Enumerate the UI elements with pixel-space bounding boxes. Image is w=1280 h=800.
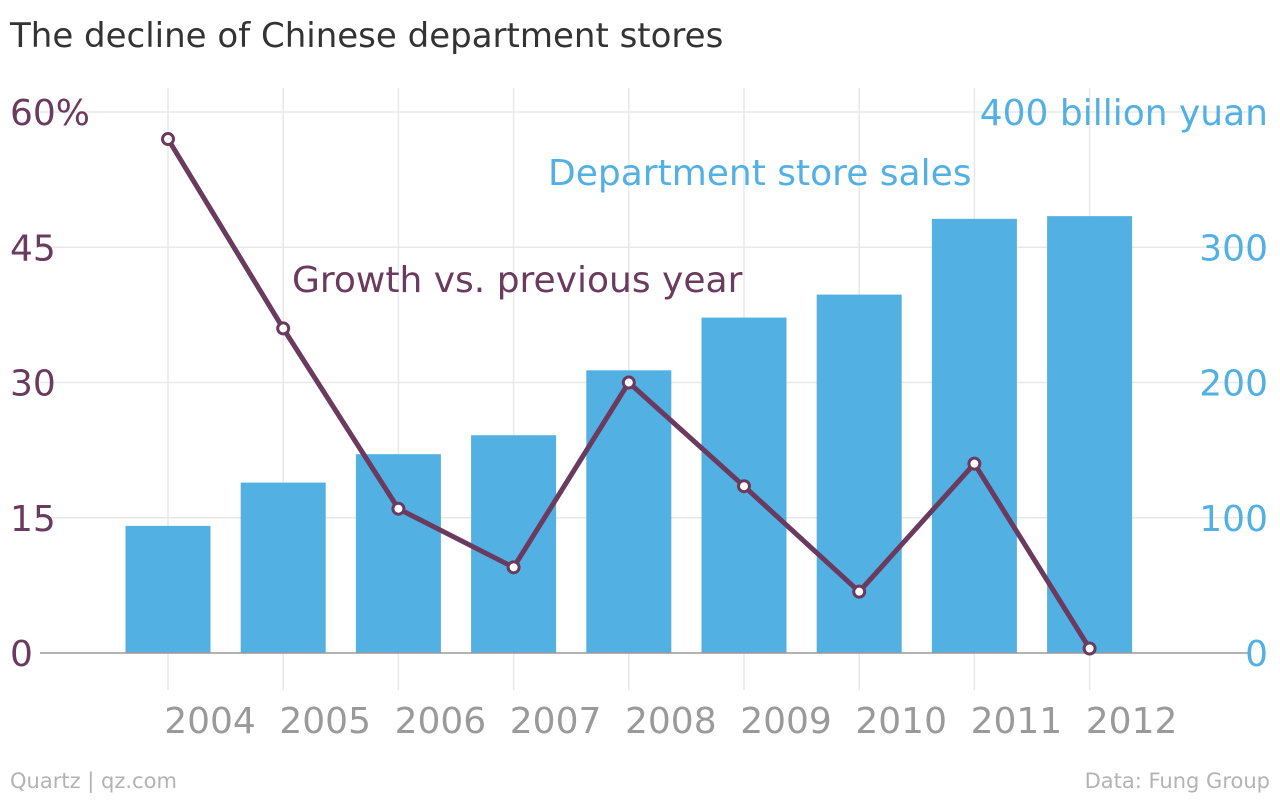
growth-point-2008 <box>621 375 636 390</box>
annotation-growth-vs-previous-year: Growth vs. previous year <box>292 260 743 301</box>
left-axis-tick-label: 45 <box>10 228 56 269</box>
bar-sales-2008 <box>586 370 672 653</box>
right-axis-tick-label: 0 <box>1245 634 1268 675</box>
growth-point-2009 <box>737 479 751 494</box>
left-axis-tick-label: 15 <box>10 499 56 540</box>
right-axis-tick-label: 400 billion yuan <box>980 93 1268 134</box>
growth-point-2007 <box>506 560 521 575</box>
right-axis-tick-label: 200 <box>1199 364 1268 405</box>
bar-sales-2004 <box>125 525 211 653</box>
right-axis-tick-label: 100 <box>1199 499 1268 540</box>
bar-series <box>125 216 1133 653</box>
x-axis-tick-label-2006: 2006 <box>395 701 487 742</box>
x-axis-tick-label-2004: 2004 <box>164 701 256 742</box>
footer-source-right: Data: Fung Group <box>1085 769 1270 793</box>
bar-sales-2006 <box>355 454 441 653</box>
series-annotations: Department store sales Growth vs. previou… <box>292 153 972 301</box>
x-axis-tick-label-2005: 2005 <box>279 701 371 742</box>
bar-sales-2011 <box>931 218 1017 653</box>
growth-point-2004 <box>161 132 175 147</box>
growth-point-2005 <box>276 321 291 336</box>
x-axis-tick-label-2009: 2009 <box>740 701 832 742</box>
axis-tick-labels: 0 15 30 45 60% 0 100 200 300 400 billion yuan 2004… <box>10 93 1268 742</box>
footer-source-left: Quartz | qz.com <box>10 769 177 794</box>
right-axis-tick-label: 300 <box>1199 228 1268 269</box>
x-axis-tick-label-2008: 2008 <box>625 701 717 742</box>
annotation-department-store-sales: Department store sales <box>548 153 972 194</box>
x-axis-tick-label-2007: 2007 <box>510 701 602 742</box>
left-axis-tick-label: 60% <box>10 93 90 134</box>
x-axis-tick-label-2012: 2012 <box>1086 701 1178 742</box>
growth-point-2010 <box>852 584 867 599</box>
growth-point-2012 <box>1082 641 1097 656</box>
x-axis-tick-label-2011: 2011 <box>971 701 1063 742</box>
line-series <box>161 132 1097 656</box>
x-axis-tick-label-2010: 2010 <box>855 701 947 742</box>
bar-sales-2005 <box>240 482 326 653</box>
growth-point-2011 <box>967 456 982 471</box>
bar-sales-2007 <box>471 435 557 653</box>
left-axis-tick-label: 30 <box>10 364 56 405</box>
bar-sales-2012 <box>1047 216 1133 653</box>
left-axis-tick-label: 0 <box>10 634 33 675</box>
chart-title: The decline of Chinese department stores <box>9 16 723 56</box>
bar-sales-2010 <box>816 294 902 653</box>
growth-point-2006 <box>391 501 406 516</box>
